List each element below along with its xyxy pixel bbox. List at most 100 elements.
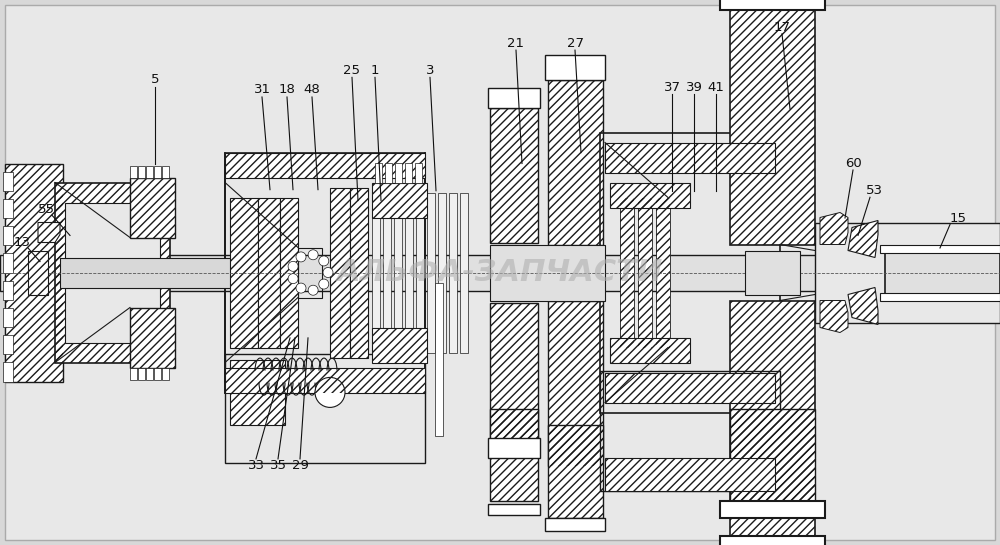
Bar <box>880 245 1000 252</box>
Bar <box>130 178 175 238</box>
Bar <box>394 192 402 353</box>
Bar <box>230 197 258 348</box>
Bar <box>620 197 634 348</box>
Bar <box>605 142 775 173</box>
Bar <box>60 257 235 288</box>
Bar <box>225 354 425 463</box>
Bar <box>383 192 391 353</box>
Bar <box>638 197 652 348</box>
Text: АЛЬФА-ЗАПЧАСТИ: АЛЬФА-ЗАПЧАСТИ <box>337 258 663 287</box>
Bar <box>548 425 603 518</box>
Bar <box>55 183 170 362</box>
Text: 48: 48 <box>304 83 320 96</box>
Bar <box>460 192 468 353</box>
Bar <box>548 80 603 245</box>
Bar <box>605 372 775 403</box>
Bar <box>350 187 368 358</box>
Bar <box>548 300 603 465</box>
Bar <box>880 293 1000 300</box>
Bar <box>138 166 145 178</box>
Bar <box>230 360 285 425</box>
Text: 31: 31 <box>254 83 270 96</box>
Bar <box>605 458 775 491</box>
Bar <box>350 187 368 358</box>
Circle shape <box>296 283 306 293</box>
Bar <box>730 409 815 501</box>
Circle shape <box>308 285 318 295</box>
Bar <box>545 54 605 80</box>
Text: 41: 41 <box>708 81 724 94</box>
Bar <box>730 9 815 245</box>
Bar <box>720 0 825 9</box>
Bar <box>375 162 382 183</box>
Bar <box>490 245 605 300</box>
Text: 3: 3 <box>426 64 434 77</box>
Bar <box>258 197 280 348</box>
Bar <box>416 192 424 353</box>
Bar <box>225 367 425 392</box>
Bar <box>330 187 350 358</box>
Bar <box>146 367 153 379</box>
Bar <box>395 162 402 183</box>
Bar <box>610 337 690 362</box>
Bar <box>280 197 298 348</box>
Bar <box>372 192 380 353</box>
Text: 60: 60 <box>845 157 861 170</box>
Bar <box>745 251 800 294</box>
Bar <box>605 372 775 403</box>
Bar <box>730 409 815 501</box>
Bar <box>130 166 137 178</box>
Text: 15: 15 <box>950 211 966 225</box>
Circle shape <box>288 262 298 271</box>
Bar <box>0 255 1000 290</box>
Bar <box>130 178 175 238</box>
Text: 25: 25 <box>344 64 360 77</box>
Bar <box>65 203 160 342</box>
Bar <box>280 197 298 348</box>
Text: 55: 55 <box>38 203 54 216</box>
Circle shape <box>319 279 329 289</box>
Bar <box>548 425 603 518</box>
Bar <box>488 88 540 107</box>
Bar <box>438 192 446 353</box>
Bar <box>490 302 538 438</box>
Bar <box>488 438 540 457</box>
Bar <box>548 80 603 245</box>
Bar <box>225 153 425 392</box>
Circle shape <box>308 250 318 260</box>
Bar <box>600 132 780 413</box>
Bar <box>490 107 538 243</box>
Bar <box>815 222 1000 323</box>
Bar <box>3 308 13 327</box>
Polygon shape <box>848 288 878 324</box>
Text: 17: 17 <box>774 21 790 34</box>
Bar <box>548 300 603 465</box>
Circle shape <box>315 377 345 408</box>
Text: 1: 1 <box>371 64 379 77</box>
Bar <box>610 337 690 362</box>
Bar <box>130 367 137 379</box>
Text: 29: 29 <box>292 459 308 473</box>
Circle shape <box>296 252 306 262</box>
Bar <box>3 199 13 218</box>
Bar <box>3 253 13 272</box>
Bar <box>5 164 63 382</box>
Bar <box>372 183 427 217</box>
Bar <box>405 192 413 353</box>
Bar <box>490 409 538 501</box>
Circle shape <box>319 256 329 266</box>
Bar <box>130 307 175 367</box>
Bar <box>720 501 825 518</box>
Bar <box>490 409 538 501</box>
Bar <box>146 166 153 178</box>
Bar <box>230 360 285 425</box>
Bar <box>720 536 825 545</box>
Bar <box>230 197 258 348</box>
Bar <box>55 183 170 362</box>
Bar <box>3 362 13 381</box>
Bar <box>298 247 322 298</box>
Bar <box>154 367 161 379</box>
Bar <box>225 367 425 392</box>
Bar <box>3 335 13 354</box>
Bar <box>372 328 427 362</box>
